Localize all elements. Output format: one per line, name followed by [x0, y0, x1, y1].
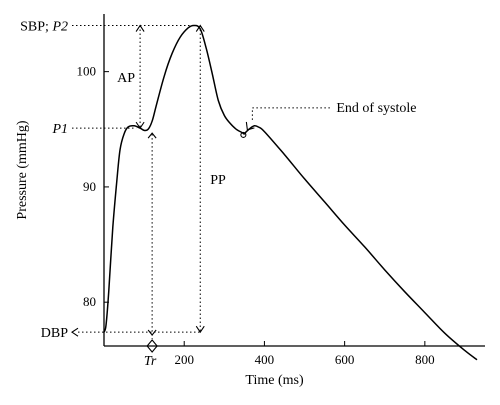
pp-label: PP: [210, 173, 226, 188]
tr-arrowhead-bottom: [147, 329, 157, 336]
annotation-guides: [72, 25, 333, 339]
p1-label: P1: [51, 122, 68, 137]
pp-arrowhead-bottom: [195, 325, 205, 334]
ap-arrowhead-bottom: [135, 121, 145, 130]
end-of-systole-arrowhead: [245, 121, 255, 131]
label-text: SBP;: [20, 20, 52, 35]
x-axis-title: Time (ms): [245, 373, 304, 388]
annotation-markers: [71, 24, 255, 353]
x-tick-label: 800: [415, 352, 435, 367]
end-of-systole-point: [240, 131, 247, 138]
pressure-curve: [103, 24, 478, 361]
tr-label: Tr: [144, 354, 157, 369]
y-axis-title: Pressure (mmHg): [15, 120, 30, 219]
pp-arrowhead-top: [195, 24, 205, 32]
italic-symbol: P2: [51, 20, 68, 35]
x-tick-label: 400: [255, 352, 275, 367]
tr-arrowhead-top: [147, 132, 157, 139]
end-of-systole-leader: [251, 107, 333, 120]
y-tick-label: 100: [77, 64, 97, 79]
axis-ticks: 200 400 600 800 80 90 100: [77, 64, 435, 367]
tr-diamond-marker: [146, 339, 158, 353]
x-tick-label: 600: [335, 352, 355, 367]
sbp-p2-label: SBP; P2: [20, 20, 68, 35]
ap-arrowhead-top: [135, 24, 145, 32]
y-tick-label: 80: [83, 294, 96, 309]
dbp-label: DBP: [41, 326, 68, 341]
axes: [103, 14, 485, 347]
end-of-systole-label: End of systole: [336, 101, 416, 116]
ap-label: AP: [117, 71, 135, 86]
dbp-arrowhead: [71, 327, 79, 337]
italic-symbol: P1: [51, 122, 68, 137]
x-tick-label: 200: [174, 352, 194, 367]
y-tick-label: 90: [83, 179, 96, 194]
